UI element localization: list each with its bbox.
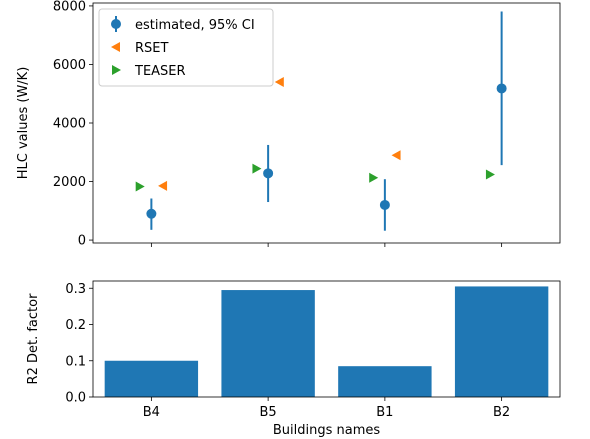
data-point-rset <box>274 77 284 88</box>
y-tick-label: 0.3 <box>65 282 86 297</box>
y-tick-label: 8000 <box>53 0 86 14</box>
y-tick-label: 0.0 <box>65 391 86 406</box>
legend-marker-rset <box>111 42 120 52</box>
legend-box <box>98 8 274 87</box>
bar <box>104 360 199 397</box>
y-axis-label: R2 Det. factor <box>26 293 41 385</box>
y-tick-label: 2000 <box>53 175 86 190</box>
x-tick-label: B4 <box>143 405 160 420</box>
data-point-teaser <box>135 181 145 192</box>
legend-label: RSET <box>135 41 168 56</box>
data-point-teaser <box>252 163 262 174</box>
data-point-teaser <box>485 169 495 180</box>
legend-marker-teaser <box>112 65 121 75</box>
top-plot-frame <box>92 2 561 244</box>
legend-marker-estimated <box>111 19 121 29</box>
bottom-plot-frame <box>92 280 561 398</box>
x-tick-label: B5 <box>260 405 277 420</box>
data-point-estimated <box>379 199 390 210</box>
y-tick-label: 0.1 <box>65 354 86 369</box>
y-tick-label: 6000 <box>53 58 86 73</box>
data-point-estimated <box>263 168 274 179</box>
x-tick-label: B2 <box>493 405 510 420</box>
bar <box>221 290 315 397</box>
data-point-estimated <box>496 83 507 94</box>
data-point-rset <box>158 180 168 191</box>
x-tick-label: B1 <box>376 405 393 420</box>
x-axis-label: Buildings names <box>273 423 381 438</box>
y-tick-label: 4000 <box>53 117 86 132</box>
bar <box>338 366 432 397</box>
y-axis-label: HLC values (W/K) <box>16 67 31 180</box>
data-point-teaser <box>369 172 379 183</box>
data-point-estimated <box>146 208 157 219</box>
y-tick-label: 0 <box>78 234 86 249</box>
data-point-rset <box>391 150 401 161</box>
legend-label: estimated, 95% CI <box>135 18 255 33</box>
bar <box>454 286 549 397</box>
legend-label: TEASER <box>134 64 186 79</box>
y-tick-label: 0.2 <box>65 318 86 333</box>
